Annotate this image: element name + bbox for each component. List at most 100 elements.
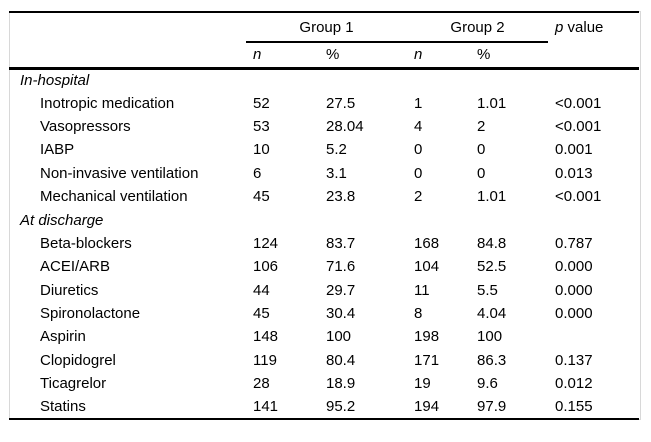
cell-group2-n: 4 [414, 117, 423, 135]
row-label: IABP [40, 141, 75, 159]
cell-group2-n: 8 [414, 305, 423, 323]
table-row: Spironolactone 45 30.4 8 4.04 0.000 [9, 302, 639, 325]
table-row: Ticagrelor 28 18.9 19 9.6 0.012 [9, 372, 639, 395]
cell-group2-n: 0 [414, 164, 423, 182]
cell-group1-n: 124 [253, 234, 279, 252]
cell-group1-n: 52 [253, 94, 270, 112]
row-label: Diuretics [40, 281, 99, 299]
cell-group1-n: 141 [253, 398, 279, 416]
cell-group2-n: 0 [414, 141, 423, 159]
cell-group2-n: 104 [414, 258, 440, 276]
cell-group1-pct: 28.04 [326, 117, 364, 135]
section-title: At discharge [20, 211, 104, 229]
cell-group2-n: 171 [414, 351, 440, 369]
cell-group1-pct: 23.8 [326, 188, 356, 206]
section-title: In-hospital [20, 71, 90, 89]
cell-group2-pct: 9.6 [477, 375, 498, 393]
table-row: Vasopressors 53 28.04 4 2 <0.001 [9, 115, 639, 138]
subheader-row: n % n % [9, 42, 640, 70]
section-row: At discharge [9, 208, 639, 231]
empty-subheader-cell [9, 42, 246, 70]
row-label: Statins [40, 398, 86, 416]
row-label: Inotropic medication [40, 94, 175, 112]
cell-group1-n: 53 [253, 117, 270, 135]
table-row: ACEI/ARB 106 71.6 104 52.5 0.000 [9, 255, 639, 278]
cell-group1-pct: 18.9 [326, 375, 356, 393]
table-figure-frame: Group 1 Group 2 p value n % n % In-hospi… [9, 11, 641, 420]
row-label: Non-invasive ventilation [40, 164, 199, 182]
p-value-header-text-part: value [563, 19, 604, 36]
column-header-p-value: p value [548, 12, 639, 42]
column-header-group2: Group 2 [407, 12, 549, 43]
cell-p-value: 0.001 [555, 141, 593, 159]
cell-group2-pct: 1.01 [477, 188, 507, 206]
cell-group1-pct: 5.2 [326, 141, 347, 159]
cell-group1-n: 28 [253, 375, 270, 393]
cell-group1-pct: 30.4 [326, 305, 356, 323]
table-row: IABP 10 5.2 0 0 0.001 [9, 138, 639, 161]
cell-p-value: 0.787 [555, 234, 593, 252]
column-header-n-group2: n [407, 42, 471, 70]
cell-group2-n: 11 [414, 281, 430, 299]
section-row: In-hospital [9, 68, 639, 91]
row-label: Aspirin [40, 328, 86, 346]
cell-p-value: 0.000 [555, 305, 593, 323]
cell-p-value: 0.012 [555, 375, 593, 393]
cell-group2-n: 1 [414, 94, 423, 112]
cell-group1-n: 44 [253, 281, 270, 299]
cell-group2-n: 194 [414, 398, 440, 416]
cell-p-value: 0.013 [555, 164, 593, 182]
cell-group1-pct: 27.5 [326, 94, 356, 112]
cell-group2-pct: 97.9 [477, 398, 507, 416]
empty-header-cell [9, 12, 246, 42]
cell-group1-n: 45 [253, 305, 270, 323]
cell-group1-pct: 29.7 [326, 281, 356, 299]
cell-group2-n: 198 [414, 328, 440, 346]
table-row: Beta-blockers 124 83.7 168 84.8 0.787 [9, 232, 639, 255]
cell-group1-pct: 80.4 [326, 351, 356, 369]
row-label: Beta-blockers [40, 234, 132, 252]
cell-group2-pct: 100 [477, 328, 503, 346]
cell-group1-n: 45 [253, 188, 270, 206]
cell-group2-n: 19 [414, 375, 431, 393]
cell-group1-n: 148 [253, 328, 279, 346]
column-header-n-group1: n [246, 42, 319, 70]
cell-p-value: <0.001 [555, 117, 602, 135]
row-label: ACEI/ARB [40, 258, 111, 276]
row-label: Mechanical ventilation [40, 188, 188, 206]
cell-group2-n: 2 [414, 188, 423, 206]
table-body: In-hospital Inotropic medication 52 27.5 1 1.… [9, 68, 639, 419]
row-label: Ticagrelor [40, 375, 107, 393]
table-row: Diuretics 44 29.7 11 5.5 0.000 [9, 279, 639, 302]
table-row: Aspirin 148 100 198 100 [9, 325, 639, 348]
cell-group1-pct: 71.6 [326, 258, 356, 276]
empty-p-subheader-cell [548, 42, 640, 70]
cell-group1-pct: 83.7 [326, 234, 356, 252]
cell-group2-pct: 0 [477, 164, 486, 182]
table-row: Mechanical ventilation 45 23.8 2 1.01 <0.001 [9, 185, 639, 208]
cell-p-value: <0.001 [555, 188, 602, 206]
cell-p-value: <0.001 [555, 94, 602, 112]
cell-p-value: 0.000 [555, 258, 593, 276]
column-header-group1: Group 1 [246, 12, 408, 43]
table-row: Inotropic medication 52 27.5 1 1.01 <0.001 [9, 91, 639, 114]
row-label: Spironolactone [40, 305, 141, 323]
table-row: Statins 141 95.2 194 97.9 0.155 [9, 395, 639, 418]
cell-group1-n: 106 [253, 258, 279, 276]
table-header: Group 1 Group 2 p value n % n % [9, 12, 640, 70]
cell-group1-pct: 95.2 [326, 398, 356, 416]
cell-group2-pct: 2 [477, 117, 486, 135]
cell-group1-pct: 3.1 [326, 164, 347, 182]
cell-group1-pct: 100 [326, 328, 352, 346]
column-header-pct-group1: % [319, 42, 408, 70]
cell-group2-pct: 4.04 [477, 305, 507, 323]
cell-group1-n: 6 [253, 164, 262, 182]
cell-p-value: 0.155 [555, 398, 593, 416]
cell-group2-pct: 84.8 [477, 234, 507, 252]
cell-p-value: 0.137 [555, 351, 593, 369]
cell-group1-n: 119 [253, 351, 277, 369]
column-header-pct-group2: % [470, 42, 549, 70]
row-label: Vasopressors [40, 117, 131, 135]
cell-group2-pct: 5.5 [477, 281, 498, 299]
cell-group2-pct: 1.01 [477, 94, 507, 112]
